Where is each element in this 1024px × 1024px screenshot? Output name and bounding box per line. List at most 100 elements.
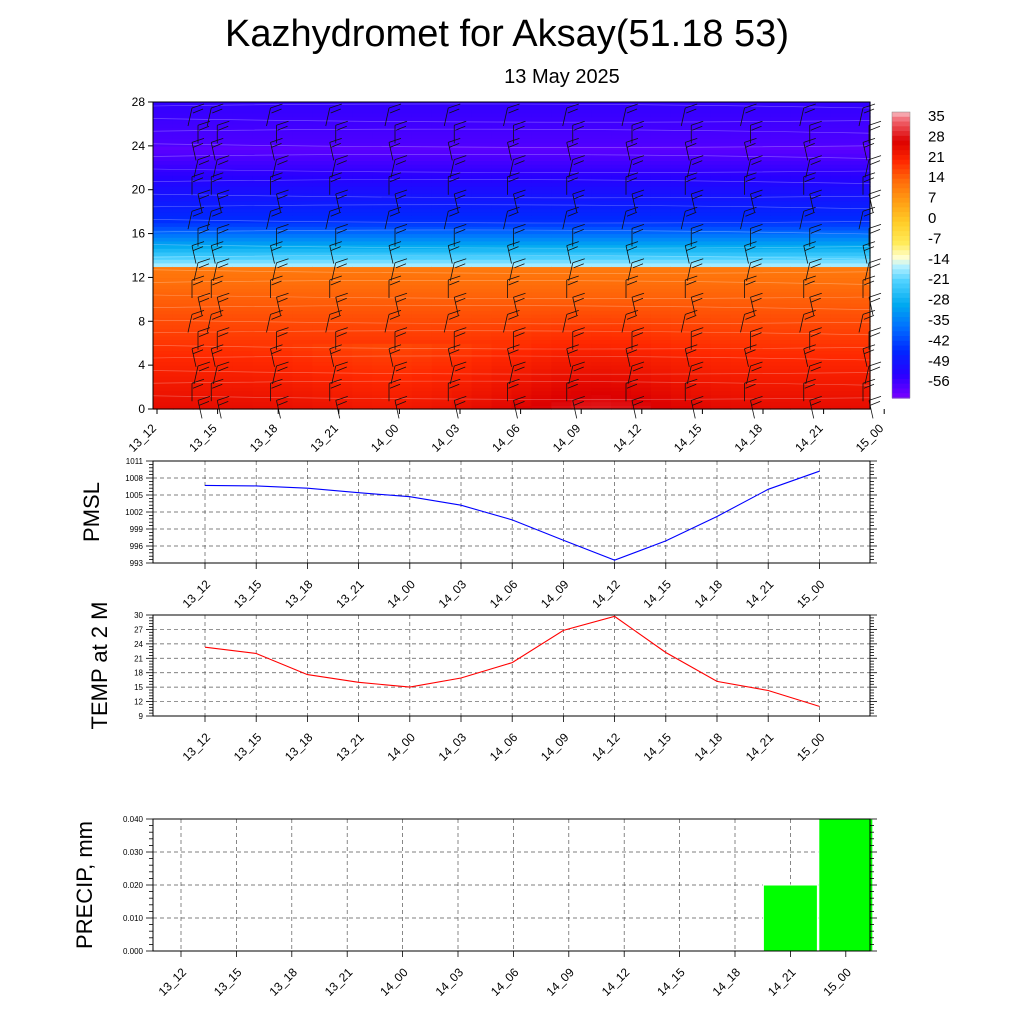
heatmap-cell	[830, 354, 851, 359]
heatmap-cell	[551, 251, 572, 257]
heatmap-cell	[790, 295, 811, 300]
wind-barb-flag	[389, 349, 401, 355]
heatmap-cell	[790, 376, 811, 381]
wind-barb-flag	[395, 401, 407, 406]
heatmap-cell	[491, 401, 513, 406]
wind-barb	[329, 378, 342, 402]
heatmap-cell	[411, 313, 433, 319]
heatmap-cell	[451, 248, 473, 253]
wind-barb-flag	[692, 401, 703, 406]
heatmap-cell	[491, 343, 513, 348]
heatmap-cell	[571, 321, 592, 326]
heatmap-frame	[152, 101, 871, 410]
heatmap-cell	[332, 102, 353, 107]
heatmap-cell	[192, 248, 214, 253]
heatmap-cell	[312, 270, 333, 275]
heatmap-cell	[252, 310, 274, 315]
heatmap-cell	[670, 215, 692, 220]
heatmap-cell	[392, 284, 413, 289]
heatmap-cell	[332, 259, 353, 264]
heatmap-cell	[670, 292, 692, 297]
heatmap-cell	[790, 134, 811, 140]
wind-barb	[503, 206, 520, 230]
heatmap-cell	[690, 299, 712, 304]
wind-barb	[388, 138, 402, 161]
heatmap-cell	[611, 357, 632, 363]
heatmap-cell	[411, 299, 433, 304]
heatmap-cell	[192, 237, 214, 242]
heatmap-cell	[690, 350, 712, 355]
heatmap-cell	[670, 255, 692, 260]
colorbar-label: -14	[928, 251, 950, 268]
heatmap-cell	[392, 295, 413, 300]
x-tick-label: 13_15	[231, 577, 265, 611]
wind-barb-flag	[454, 224, 467, 229]
heatmap-cell	[292, 189, 313, 194]
heatmap-cell	[511, 277, 533, 282]
heatmap-cell	[172, 365, 194, 370]
heatmap-cell	[312, 357, 333, 363]
heatmap-cell	[292, 164, 313, 169]
heatmap-cell	[710, 273, 732, 279]
heatmap-cell	[650, 376, 672, 381]
heatmap-cell	[531, 116, 552, 121]
heatmap-cell	[850, 131, 871, 136]
heatmap-cell	[591, 160, 612, 165]
heatmap-cell	[352, 346, 373, 352]
heatmap-cell	[272, 102, 294, 107]
heatmap-cell	[332, 299, 353, 304]
heatmap-cell	[411, 361, 433, 366]
wind-barb-flag	[868, 189, 882, 195]
wind-barb-flag	[566, 138, 579, 143]
heatmap-cell	[730, 354, 752, 359]
heatmap-cell	[312, 120, 333, 125]
heatmap-cell	[730, 200, 752, 205]
heatmap-cell	[232, 248, 254, 253]
heatmap-cell	[172, 328, 194, 333]
heatmap-cell	[810, 105, 831, 110]
heatmap-cell	[531, 288, 552, 293]
wind-barb	[744, 241, 757, 264]
heatmap-cell	[571, 182, 592, 187]
heatmap-cell	[511, 160, 533, 165]
heatmap-cell	[790, 200, 811, 205]
heatmap-cell	[551, 102, 572, 107]
wind-barb-staff	[680, 107, 686, 127]
heatmap-cell	[531, 321, 552, 326]
heatmap-cell	[232, 233, 254, 238]
wind-barb-flag	[270, 172, 283, 178]
wind-barb	[684, 241, 698, 264]
wind-barb-flag	[632, 401, 644, 406]
heatmap-cell	[272, 134, 294, 140]
wind-barb-flag	[197, 258, 211, 264]
heatmap-cell	[591, 204, 612, 209]
heatmap-cell	[352, 387, 373, 392]
heatmap-cell	[670, 182, 692, 187]
heatmap-cell	[551, 175, 572, 180]
heatmap-cell	[571, 109, 592, 114]
heatmap-cell	[591, 189, 612, 194]
heatmap-cell	[670, 131, 692, 136]
heatmap-cell	[411, 200, 433, 205]
heatmap-cell	[650, 346, 672, 352]
heatmap-cell	[471, 244, 493, 249]
wind-barb-staff	[384, 107, 390, 127]
heatmap-cell	[192, 277, 214, 282]
heatmap-cell	[252, 102, 274, 107]
heatmap-cell	[232, 281, 254, 286]
heatmap-cell	[551, 343, 572, 348]
heatmap-cell	[591, 131, 612, 136]
heatmap-cell	[312, 354, 333, 359]
heatmap-cell	[451, 405, 473, 410]
heatmap-cell	[153, 357, 174, 363]
wind-barb-flag	[744, 275, 757, 281]
heatmap-cell	[352, 350, 373, 355]
heatmap-cell	[312, 365, 333, 370]
heatmap-cell	[491, 390, 513, 395]
wind-barb-flag	[277, 160, 288, 165]
heatmap-cell	[272, 178, 294, 183]
heatmap-cell	[252, 244, 274, 249]
heatmap-cell	[411, 328, 433, 333]
heatmap-cell	[352, 211, 373, 216]
